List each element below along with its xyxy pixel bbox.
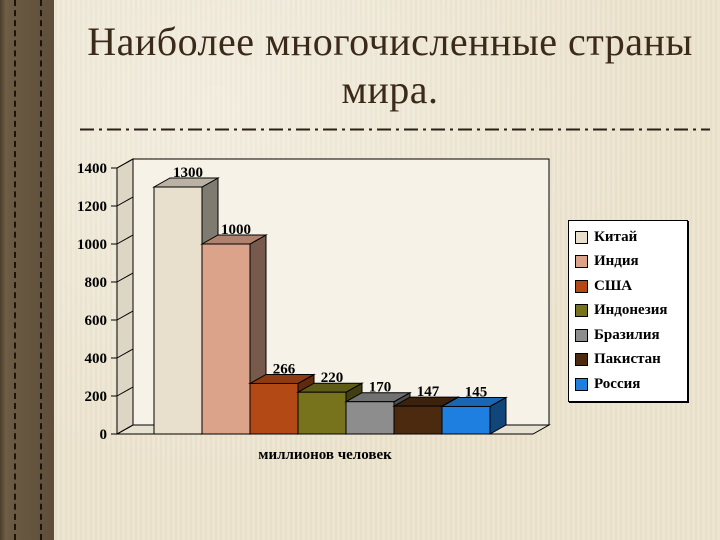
y-gridline (116, 424, 134, 435)
bar-Бразилия (345, 401, 395, 435)
x-axis-label: миллионов человек (258, 447, 392, 463)
legend-label: Бразилия (594, 326, 660, 343)
stitch-line (40, 0, 42, 540)
y-tick-label: 800 (85, 275, 108, 291)
legend-label: Китай (594, 228, 638, 245)
legend-label: Индия (594, 253, 639, 270)
y-tick-label: 1000 (77, 237, 107, 253)
y-gridline (116, 234, 134, 245)
data-label: 145 (465, 384, 488, 400)
data-label: 170 (369, 380, 392, 396)
legend-label: США (594, 277, 633, 294)
legend-label: Россия (594, 375, 641, 392)
y-tick-label: 400 (85, 351, 108, 367)
legend-swatch (575, 230, 588, 244)
y-gridline (116, 196, 134, 207)
y-gridline (116, 310, 134, 321)
data-label: 266 (273, 361, 296, 377)
legend-item: США (569, 274, 687, 299)
y-gridline (116, 386, 134, 397)
legend-item: Индонезия (569, 299, 687, 324)
y-tick-label: 1200 (77, 199, 107, 215)
y-gridline (116, 272, 134, 283)
plot-side-wall (116, 158, 134, 435)
legend-swatch (575, 377, 588, 391)
legend-item: Китай (569, 225, 687, 250)
legend-swatch (575, 328, 588, 342)
legend-swatch (575, 304, 588, 318)
data-label: 220 (321, 370, 344, 386)
legend-swatch (575, 279, 588, 293)
title-divider (80, 128, 710, 131)
bar-Пакистан (393, 405, 443, 435)
legend-item: Пакистан (569, 348, 687, 373)
bar-Россия (441, 405, 491, 435)
data-label: 1000 (221, 222, 251, 238)
legend-item: Индия (569, 250, 687, 275)
y-tick-label: 200 (85, 389, 108, 405)
y-gridline (116, 348, 134, 359)
slide-title: Наиболее многочисленные страны мира. (87, 19, 693, 112)
legend-label: Индонезия (594, 302, 668, 319)
y-tick-label: 600 (85, 313, 108, 329)
data-label: 1300 (173, 165, 203, 181)
legend-item: Бразилия (569, 323, 687, 348)
legend-swatch (575, 255, 588, 269)
bar-США (249, 382, 299, 435)
left-decorative-band (0, 0, 54, 540)
bar-Индия (201, 243, 251, 435)
y-tick-label: 1400 (77, 161, 107, 177)
legend-label: Пакистан (594, 351, 661, 368)
y-gridline (116, 158, 134, 169)
bar-Индонезия (297, 391, 347, 435)
chart-legend: Китай Индия США Индонезия Бразилия Пакистан Ро… (568, 220, 688, 402)
data-label: 147 (417, 384, 440, 400)
y-tick-label: 0 (100, 427, 108, 443)
legend-swatch (575, 353, 588, 367)
bar-Китай (153, 186, 203, 435)
legend-item: Россия (569, 372, 687, 397)
stitch-line (14, 0, 16, 540)
